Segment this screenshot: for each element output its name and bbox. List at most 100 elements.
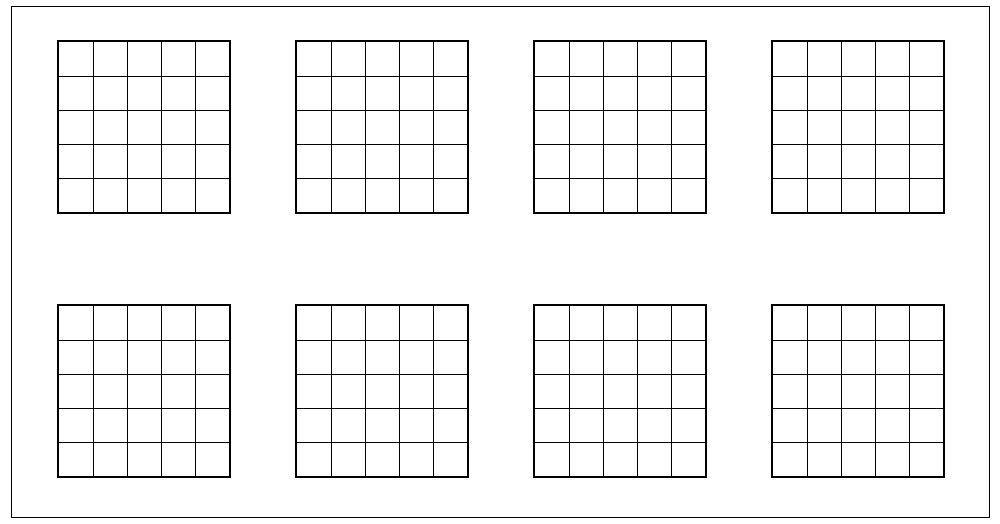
grid-cell bbox=[535, 42, 569, 76]
grid-cell bbox=[93, 306, 127, 340]
grid-cell bbox=[399, 442, 433, 476]
grid-cell bbox=[909, 374, 943, 408]
grid-cell bbox=[841, 408, 875, 442]
grid-panel bbox=[771, 304, 945, 478]
grid-cell bbox=[841, 42, 875, 76]
grid-cell bbox=[59, 408, 93, 442]
grid-cell bbox=[195, 42, 229, 76]
grid-cell bbox=[331, 144, 365, 178]
grid-cell bbox=[875, 42, 909, 76]
grid-cell bbox=[365, 76, 399, 110]
grid-cell bbox=[127, 408, 161, 442]
grid-cell bbox=[603, 178, 637, 212]
grid-cell bbox=[909, 110, 943, 144]
grid-cell bbox=[195, 374, 229, 408]
grid-cell bbox=[807, 76, 841, 110]
grid-cell bbox=[569, 306, 603, 340]
grid-cell bbox=[331, 178, 365, 212]
grid-cell bbox=[93, 42, 127, 76]
grid-cell bbox=[807, 340, 841, 374]
grid-cell bbox=[637, 76, 671, 110]
grid-cell bbox=[773, 76, 807, 110]
grid-cell bbox=[569, 76, 603, 110]
grid-cell bbox=[195, 408, 229, 442]
grid-panel bbox=[57, 304, 231, 478]
grid-panel bbox=[533, 304, 707, 478]
grid-cell bbox=[535, 408, 569, 442]
grid-cell bbox=[161, 178, 195, 212]
grid-cell bbox=[399, 144, 433, 178]
grid-cell bbox=[59, 442, 93, 476]
grid-cell bbox=[569, 110, 603, 144]
grid-cell bbox=[569, 42, 603, 76]
grid-cell bbox=[671, 306, 705, 340]
grid-cell bbox=[399, 42, 433, 76]
grid-cell bbox=[875, 374, 909, 408]
grid-cell bbox=[875, 76, 909, 110]
grid-cell bbox=[365, 306, 399, 340]
grid-cell bbox=[603, 76, 637, 110]
grid-cell bbox=[603, 340, 637, 374]
grid-cell bbox=[433, 306, 467, 340]
grid-cell bbox=[909, 408, 943, 442]
grid-cell bbox=[297, 76, 331, 110]
grid-cell bbox=[161, 408, 195, 442]
grid-cell bbox=[875, 442, 909, 476]
grid-cell bbox=[637, 408, 671, 442]
grid-cell bbox=[161, 340, 195, 374]
grid-cell bbox=[807, 306, 841, 340]
grid-cell bbox=[535, 306, 569, 340]
grid-cell bbox=[535, 374, 569, 408]
grid-cell bbox=[59, 306, 93, 340]
grid-cell bbox=[535, 178, 569, 212]
grid-cell bbox=[569, 442, 603, 476]
grid-cell bbox=[93, 178, 127, 212]
grid-cell bbox=[637, 144, 671, 178]
grid-cell bbox=[127, 442, 161, 476]
grid-cell bbox=[841, 110, 875, 144]
grid-cell bbox=[535, 144, 569, 178]
grid-cell bbox=[671, 178, 705, 212]
grid-cell bbox=[433, 340, 467, 374]
grid-cell bbox=[59, 110, 93, 144]
grid-cell bbox=[671, 42, 705, 76]
grid-cell bbox=[399, 110, 433, 144]
grid-cell bbox=[331, 76, 365, 110]
grid-cell bbox=[875, 144, 909, 178]
grid-cell bbox=[127, 76, 161, 110]
grid-cell bbox=[195, 110, 229, 144]
grid-cell bbox=[637, 374, 671, 408]
grid-cell bbox=[671, 442, 705, 476]
grid-cell bbox=[365, 144, 399, 178]
grid-cell bbox=[331, 374, 365, 408]
grid-cell bbox=[603, 408, 637, 442]
grid-cell bbox=[637, 306, 671, 340]
grid-cell bbox=[331, 340, 365, 374]
grid-cell bbox=[195, 340, 229, 374]
grid-cell bbox=[297, 340, 331, 374]
grid-cell bbox=[433, 144, 467, 178]
grid-cell bbox=[637, 110, 671, 144]
grid-cell bbox=[841, 76, 875, 110]
grid-cell bbox=[841, 374, 875, 408]
grid-cell bbox=[93, 110, 127, 144]
grid-cell bbox=[331, 110, 365, 144]
grid-cell bbox=[807, 442, 841, 476]
grid-cell bbox=[603, 374, 637, 408]
grid-cell bbox=[161, 110, 195, 144]
grid-cell bbox=[331, 408, 365, 442]
grid-cell bbox=[161, 42, 195, 76]
grid-panel bbox=[295, 40, 469, 214]
grid-cell bbox=[773, 144, 807, 178]
grid-cell bbox=[875, 110, 909, 144]
grid-cell bbox=[535, 442, 569, 476]
grid-cell bbox=[535, 76, 569, 110]
canvas bbox=[0, 0, 1000, 524]
grid-cell bbox=[569, 374, 603, 408]
grid-cell bbox=[909, 306, 943, 340]
grid-panel bbox=[771, 40, 945, 214]
grid-cell bbox=[671, 144, 705, 178]
grid-cell bbox=[841, 442, 875, 476]
grid-cell bbox=[603, 42, 637, 76]
grid-panel-container bbox=[57, 40, 945, 478]
